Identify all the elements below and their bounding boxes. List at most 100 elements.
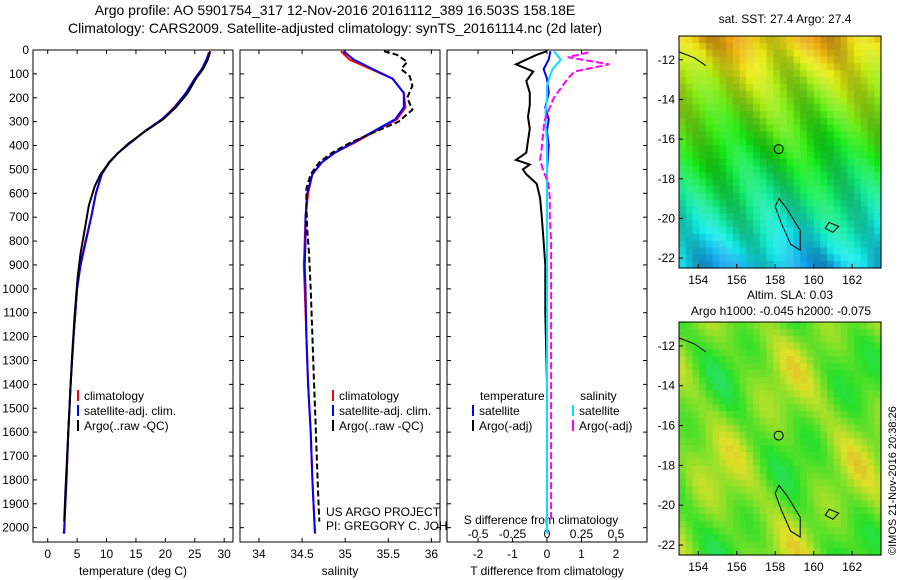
- map-cell: [712, 199, 720, 208]
- map-cell: [827, 452, 835, 460]
- map-cell: [692, 452, 700, 460]
- map-cell: [739, 124, 747, 133]
- map-cell: [847, 500, 855, 508]
- map-cell: [854, 370, 862, 378]
- map-cell: [874, 424, 882, 433]
- map-cell: [820, 424, 828, 433]
- map-cell: [766, 240, 774, 249]
- map-cell: [827, 411, 835, 419]
- map-cell: [786, 424, 794, 433]
- map-cell: [827, 254, 835, 262]
- map-cell: [746, 424, 754, 433]
- legend-label: Argo(-adj): [579, 419, 632, 433]
- map-cell: [800, 534, 808, 542]
- map-cell: [746, 397, 754, 405]
- map-cell: [860, 397, 869, 405]
- map-cell: [726, 349, 734, 357]
- map-cell: [813, 445, 821, 453]
- map-cell: [874, 411, 882, 419]
- map-cell: [746, 370, 754, 378]
- map-cell: [766, 131, 774, 139]
- map-cell: [806, 36, 815, 44]
- map-cell: [732, 131, 741, 139]
- map-cell: [867, 90, 875, 98]
- map-cell: [753, 541, 761, 549]
- map-cell: [860, 261, 869, 269]
- map-cell: [712, 390, 720, 398]
- map-cell: [699, 349, 707, 357]
- map-cell: [780, 541, 788, 549]
- y-tick-label: 1100: [3, 306, 29, 320]
- map-cell: [692, 500, 700, 508]
- map-cell: [847, 397, 855, 405]
- map-cell: [847, 520, 855, 529]
- map-cell: [860, 356, 869, 364]
- map-cell: [732, 431, 741, 440]
- y-tick-label: 0: [22, 43, 29, 57]
- map-cell: [806, 240, 815, 249]
- map-cell: [746, 438, 754, 446]
- map-cell: [692, 104, 700, 112]
- map-cell: [773, 507, 781, 515]
- map-cell: [867, 70, 875, 78]
- map-cell: [759, 63, 768, 71]
- map-cell: [780, 335, 788, 344]
- map-cell: [719, 390, 727, 398]
- map-cell: [679, 124, 687, 133]
- map-cell: [800, 493, 808, 501]
- x-tick-label: 35: [338, 547, 352, 561]
- map-cell: [726, 49, 734, 57]
- map-cell: [874, 124, 882, 133]
- map-cell: [759, 240, 768, 249]
- series-line: [544, 50, 563, 534]
- map-cell: [679, 479, 687, 488]
- map-cell: [874, 145, 882, 153]
- map-cell: [746, 233, 754, 242]
- map-cell: [726, 363, 734, 371]
- map-cell: [773, 240, 781, 249]
- map-cell: [806, 247, 815, 255]
- map-cell: [806, 254, 815, 262]
- map-cell: [739, 165, 747, 173]
- map-cell: [854, 534, 862, 542]
- map-cell: [780, 42, 788, 51]
- y-tick-label: 100: [9, 67, 29, 81]
- map-cell: [759, 390, 768, 398]
- map-cell: [820, 465, 828, 474]
- map-cell: [753, 383, 761, 392]
- map-cell: [867, 363, 875, 371]
- x2-axis-label: S difference from climatology: [464, 513, 619, 527]
- map-cell: [739, 192, 747, 201]
- map-cell: [820, 342, 828, 351]
- map-cell: [746, 179, 754, 187]
- map-cell: [739, 472, 747, 481]
- map-cell: [739, 131, 747, 139]
- map-cell: [685, 90, 693, 98]
- map-cell: [732, 111, 741, 119]
- map-cell: [813, 261, 821, 269]
- map-cell: [840, 261, 848, 269]
- map-cell: [759, 322, 768, 330]
- map-cell: [692, 90, 700, 98]
- map-cell: [719, 186, 727, 194]
- map-cell: [699, 411, 707, 419]
- map-cell: [860, 493, 869, 501]
- map-cell: [759, 349, 768, 357]
- map-cell: [746, 363, 754, 371]
- map-cell: [753, 206, 761, 214]
- map-cell: [692, 445, 700, 453]
- map-cell: [739, 431, 747, 440]
- map-cell: [712, 56, 720, 64]
- map-cell: [705, 390, 714, 398]
- map-cell: [867, 527, 875, 536]
- map-cell: [833, 459, 842, 467]
- map-cell: [766, 376, 774, 385]
- map-cell: [820, 397, 828, 405]
- map-cell: [732, 383, 741, 392]
- map-cell: [860, 438, 869, 446]
- map-cell: [679, 111, 687, 119]
- map-cell: [699, 322, 707, 330]
- map-cell: [773, 322, 781, 330]
- map-cell: [746, 261, 754, 269]
